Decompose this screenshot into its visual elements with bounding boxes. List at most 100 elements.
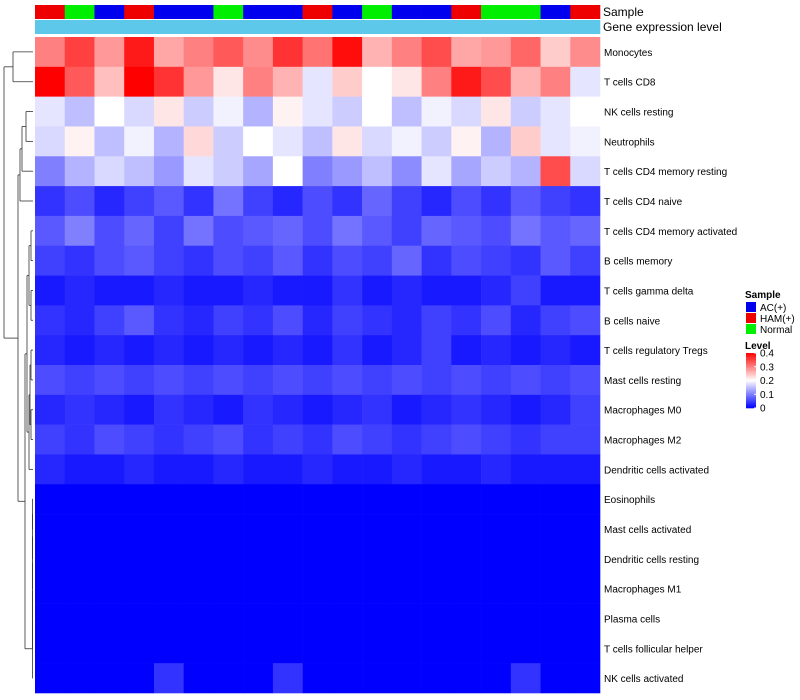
heatmap-cell bbox=[124, 394, 155, 425]
level-legend-gradient-step bbox=[746, 397, 756, 399]
heatmap-cell bbox=[35, 66, 66, 97]
heatmap-cell bbox=[421, 484, 452, 515]
heatmap-cell bbox=[451, 394, 482, 425]
level-legend-gradient-step bbox=[746, 405, 756, 407]
row-label: T cells CD8 bbox=[604, 78, 656, 89]
heatmap-cell bbox=[243, 365, 274, 396]
heatmap-cell bbox=[124, 156, 155, 187]
heatmap-cell bbox=[540, 603, 571, 634]
heatmap-cell bbox=[332, 603, 363, 634]
heatmap-cell bbox=[64, 365, 95, 396]
annotation-cell bbox=[510, 20, 541, 34]
heatmap-cell bbox=[302, 424, 333, 455]
row-label: B cells memory bbox=[604, 257, 672, 268]
level-legend-gradient-step bbox=[746, 373, 756, 376]
heatmap-cell bbox=[481, 305, 512, 336]
heatmap-cell bbox=[540, 454, 571, 485]
heatmap-cell bbox=[35, 543, 66, 575]
heatmap-cell bbox=[153, 633, 184, 664]
heatmap-cell bbox=[272, 394, 303, 425]
heatmap-cell bbox=[362, 663, 393, 694]
heatmap-cell bbox=[510, 454, 541, 485]
heatmap-cell bbox=[570, 365, 601, 396]
heatmap-cell bbox=[481, 484, 512, 515]
level-legend-gradient-step bbox=[746, 384, 756, 387]
heatmap-cell bbox=[213, 156, 244, 187]
heatmap-cell bbox=[540, 663, 571, 694]
heatmap-cell bbox=[213, 633, 244, 664]
heatmap-cell bbox=[391, 156, 422, 187]
heatmap-cell bbox=[35, 484, 66, 515]
heatmap-cell bbox=[153, 335, 184, 366]
heatmap-cell bbox=[183, 66, 214, 97]
heatmap-cell bbox=[35, 126, 66, 157]
annotation-cell bbox=[391, 5, 422, 19]
heatmap-cell bbox=[124, 215, 155, 247]
heatmap-cell bbox=[183, 424, 214, 455]
heatmap-cell bbox=[332, 96, 363, 127]
heatmap-cell bbox=[183, 126, 214, 157]
heatmap-cells bbox=[35, 37, 601, 694]
heatmap-cell bbox=[570, 245, 601, 276]
heatmap-cell bbox=[362, 275, 393, 306]
heatmap-cell bbox=[35, 245, 66, 276]
heatmap-cell bbox=[213, 543, 244, 575]
heatmap-cell bbox=[510, 394, 541, 425]
heatmap-cell bbox=[510, 186, 541, 217]
annotation-cell bbox=[332, 20, 363, 34]
heatmap-cell bbox=[332, 663, 363, 694]
heatmap-cell bbox=[302, 156, 333, 187]
row-label: Macrophages M1 bbox=[604, 585, 682, 596]
heatmap-cell bbox=[510, 335, 541, 366]
heatmap-cell bbox=[302, 335, 333, 366]
heatmap-cell bbox=[362, 245, 393, 276]
row-label: Dendritic cells resting bbox=[604, 555, 699, 566]
heatmap-cell bbox=[481, 66, 512, 97]
heatmap-cell bbox=[153, 156, 184, 187]
heatmap-cell bbox=[272, 424, 303, 455]
heatmap-cell bbox=[94, 484, 125, 515]
heatmap-cell bbox=[540, 365, 571, 396]
heatmap-cell bbox=[153, 66, 184, 97]
row-label: T cells CD4 memory resting bbox=[604, 167, 727, 178]
sample-legend-label: AC(+) bbox=[760, 303, 786, 314]
heatmap-cell bbox=[302, 633, 333, 664]
heatmap-cell bbox=[391, 663, 422, 694]
heatmap-cell bbox=[362, 365, 393, 396]
heatmap-cell bbox=[183, 275, 214, 306]
heatmap-cell bbox=[510, 365, 541, 396]
level-legend-gradient-step bbox=[746, 355, 756, 358]
heatmap-cell bbox=[213, 484, 244, 515]
heatmap-cell bbox=[243, 484, 274, 515]
level-legend-gradient-step bbox=[746, 383, 756, 385]
heatmap-cell bbox=[481, 37, 512, 68]
heatmap-cell bbox=[510, 275, 541, 306]
heatmap-cell bbox=[540, 484, 571, 515]
heatmap-cell bbox=[362, 305, 393, 336]
heatmap-cell bbox=[153, 454, 184, 485]
sample-legend-label: HAM(+) bbox=[760, 314, 795, 325]
heatmap-cell bbox=[64, 186, 95, 217]
heatmap-cell bbox=[124, 543, 155, 575]
heatmap-cell bbox=[421, 305, 452, 336]
heatmap-cell bbox=[94, 37, 125, 68]
heatmap-cell bbox=[213, 335, 244, 366]
annotation-cell bbox=[570, 20, 601, 34]
heatmap-cell bbox=[332, 394, 363, 425]
heatmap-cell bbox=[183, 215, 214, 247]
heatmap-cell bbox=[332, 156, 363, 187]
heatmap-cell bbox=[35, 275, 66, 306]
heatmap-cell bbox=[64, 543, 95, 575]
heatmap-cell bbox=[64, 663, 95, 694]
heatmap-cell bbox=[153, 514, 184, 545]
heatmap-cell bbox=[540, 543, 571, 575]
heatmap-cell bbox=[213, 454, 244, 485]
level-legend-gradient-step bbox=[746, 358, 756, 361]
heatmap-cell bbox=[362, 66, 393, 97]
heatmap-cell bbox=[391, 543, 422, 575]
level-legend-gradient-step bbox=[746, 377, 756, 380]
heatmap-cell bbox=[302, 573, 333, 604]
level-legend-gradient-step bbox=[746, 376, 756, 379]
heatmap-cell bbox=[332, 365, 363, 396]
annotation-track-label: Gene expression level bbox=[603, 20, 722, 34]
